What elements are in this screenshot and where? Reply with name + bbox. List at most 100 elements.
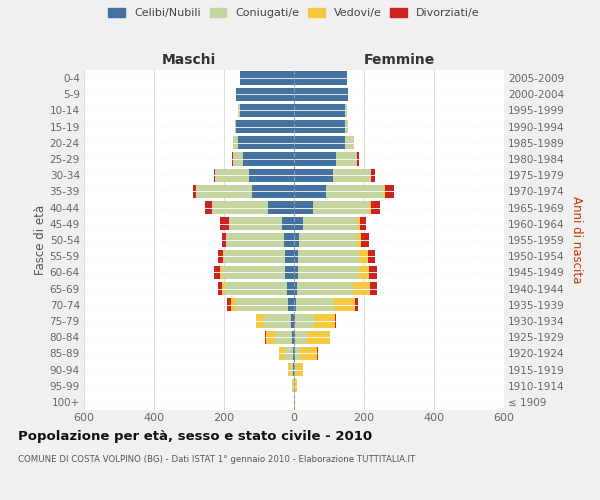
Bar: [357, 234, 361, 246]
Bar: [330, 330, 331, 344]
Bar: [294, 234, 299, 246]
Bar: [295, 363, 296, 376]
Bar: [279, 346, 294, 360]
Bar: [296, 363, 303, 376]
Bar: [317, 346, 318, 360]
Bar: [196, 185, 294, 198]
Bar: [360, 217, 366, 230]
Bar: [218, 250, 294, 263]
Bar: [294, 168, 332, 182]
Bar: [221, 234, 294, 246]
Bar: [353, 282, 370, 295]
Bar: [220, 217, 294, 230]
Bar: [294, 396, 295, 408]
Bar: [221, 266, 294, 279]
Bar: [233, 152, 294, 166]
Bar: [295, 346, 300, 360]
Bar: [292, 379, 294, 392]
Bar: [238, 136, 294, 149]
Bar: [294, 201, 313, 214]
Bar: [345, 120, 347, 134]
Bar: [290, 363, 294, 376]
Legend: Celibi/Nubili, Coniugati/e, Vedovi/e, Divorziati/e: Celibi/Nubili, Coniugati/e, Vedovi/e, Di…: [109, 8, 479, 18]
Bar: [226, 234, 294, 246]
Bar: [205, 201, 294, 214]
Bar: [295, 314, 314, 328]
Bar: [294, 346, 295, 360]
Bar: [214, 168, 294, 182]
Bar: [240, 72, 294, 85]
Bar: [299, 234, 357, 246]
Bar: [293, 346, 294, 360]
Bar: [294, 120, 345, 134]
Bar: [369, 201, 371, 214]
Bar: [224, 250, 294, 263]
Bar: [240, 72, 294, 85]
Bar: [345, 104, 347, 117]
Bar: [332, 168, 371, 182]
Bar: [222, 282, 294, 295]
Bar: [230, 298, 294, 312]
Bar: [294, 217, 303, 230]
Bar: [294, 266, 298, 279]
Y-axis label: Anni di nascita: Anni di nascita: [571, 196, 583, 284]
Bar: [275, 330, 294, 344]
Bar: [238, 104, 294, 117]
Y-axis label: Fasce di età: Fasce di età: [34, 205, 47, 275]
Bar: [238, 104, 294, 117]
Bar: [218, 282, 294, 295]
Bar: [236, 88, 294, 101]
Bar: [345, 136, 353, 149]
Bar: [287, 282, 294, 295]
Text: Popolazione per età, sesso e stato civile - 2010: Popolazione per età, sesso e stato civil…: [18, 430, 372, 443]
Bar: [215, 168, 294, 182]
Bar: [295, 379, 297, 392]
Bar: [325, 185, 383, 198]
Bar: [214, 266, 294, 279]
Bar: [371, 201, 380, 214]
Bar: [193, 185, 294, 198]
Bar: [294, 330, 295, 344]
Bar: [268, 201, 294, 214]
Bar: [357, 217, 360, 230]
Bar: [359, 266, 369, 279]
Bar: [215, 168, 294, 182]
Bar: [240, 72, 294, 85]
Bar: [359, 250, 368, 263]
Text: Maschi: Maschi: [162, 54, 216, 68]
Bar: [353, 136, 354, 149]
Bar: [294, 185, 325, 198]
Bar: [223, 250, 294, 263]
Bar: [293, 379, 294, 392]
Bar: [285, 250, 294, 263]
Bar: [284, 234, 294, 246]
Bar: [235, 120, 294, 134]
Bar: [235, 120, 294, 134]
Bar: [294, 104, 345, 117]
Bar: [227, 298, 294, 312]
Bar: [236, 88, 294, 101]
Bar: [294, 250, 298, 263]
Bar: [285, 266, 294, 279]
Bar: [233, 136, 294, 149]
Bar: [233, 136, 294, 149]
Bar: [264, 314, 294, 328]
Bar: [288, 363, 294, 376]
Text: Femmine: Femmine: [364, 54, 434, 68]
Bar: [294, 88, 348, 101]
Bar: [256, 314, 294, 328]
Bar: [285, 346, 294, 360]
Bar: [224, 282, 294, 295]
Bar: [294, 314, 295, 328]
Bar: [233, 136, 294, 149]
Bar: [298, 266, 359, 279]
Bar: [291, 314, 294, 328]
Bar: [240, 104, 294, 117]
Bar: [240, 72, 294, 85]
Bar: [265, 330, 294, 344]
Bar: [294, 152, 336, 166]
Bar: [300, 346, 317, 360]
Bar: [238, 104, 294, 117]
Bar: [294, 379, 295, 392]
Bar: [297, 282, 353, 295]
